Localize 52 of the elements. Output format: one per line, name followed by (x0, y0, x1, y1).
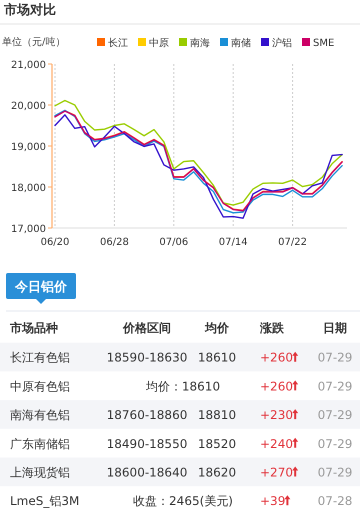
text: 收盘：2465(美元) (133, 494, 233, 508)
text: 18590-18630 (106, 350, 188, 365)
text: +240 (260, 436, 293, 451)
text: 上海现货铝 (10, 466, 70, 480)
category-label: 市场品种 (9, 321, 58, 335)
text: 07-29 (318, 436, 352, 451)
text: 广东南储铝 (10, 436, 70, 451)
legend-label: SME (313, 38, 334, 49)
legend-label: 南海 (190, 37, 210, 49)
text: LmeS_铝3M (10, 494, 80, 508)
text: +260 (260, 350, 293, 365)
y-axis-title: 单位（元/吨） (2, 36, 66, 48)
text: 18760-18860 (106, 408, 188, 422)
x-tick-label: 06/20 (40, 237, 70, 248)
chart-title: 市场对比 (3, 2, 56, 18)
legend-label: 沪铝 (272, 37, 292, 49)
text: 07-29 (318, 466, 352, 480)
legend-label: 南储 (231, 37, 251, 49)
text: 18610 (198, 350, 236, 365)
text: 18810 (198, 408, 236, 422)
x-tick-label: 06/28 (100, 237, 129, 248)
text: +260 (260, 379, 293, 394)
category-label: 涨跌 (259, 321, 285, 335)
text: 07-29 (318, 350, 352, 365)
text: +39 (260, 494, 286, 508)
text: 长江有色铝 (10, 350, 70, 365)
text: 07-29 (318, 379, 352, 394)
x-tick-label: 07/14 (218, 237, 248, 248)
text: 18600-18640 (106, 466, 188, 480)
text: 南海有色铝 (10, 408, 70, 422)
category-label: 均价 (204, 321, 230, 335)
category-label: 价格区间 (122, 321, 171, 335)
text: 18490-18550 (106, 436, 188, 451)
legend-label: 长江 (108, 37, 128, 49)
category-label: 日期 (323, 321, 347, 335)
y-tick-label: 19,000 (11, 142, 46, 153)
text: +270 (260, 466, 293, 480)
text: 07-28 (318, 494, 352, 508)
x-tick-label: 07/06 (159, 237, 188, 248)
text: 18620 (198, 466, 236, 480)
x-tick-label: 07/22 (278, 237, 308, 248)
text: 均价：18610 (146, 379, 220, 394)
y-tick-label: 18,000 (11, 183, 46, 194)
text: 中原有色铝 (10, 379, 70, 394)
y-tick-label: 20,000 (11, 101, 46, 112)
text: 今日铝价 (14, 280, 68, 295)
text: 07-29 (318, 408, 352, 422)
text: +230 (260, 408, 293, 422)
text: 18520 (198, 436, 236, 451)
y-tick-label: 17,000 (11, 224, 46, 235)
legend-label: 中原 (149, 37, 169, 49)
y-tick-label: 21,000 (11, 60, 46, 71)
